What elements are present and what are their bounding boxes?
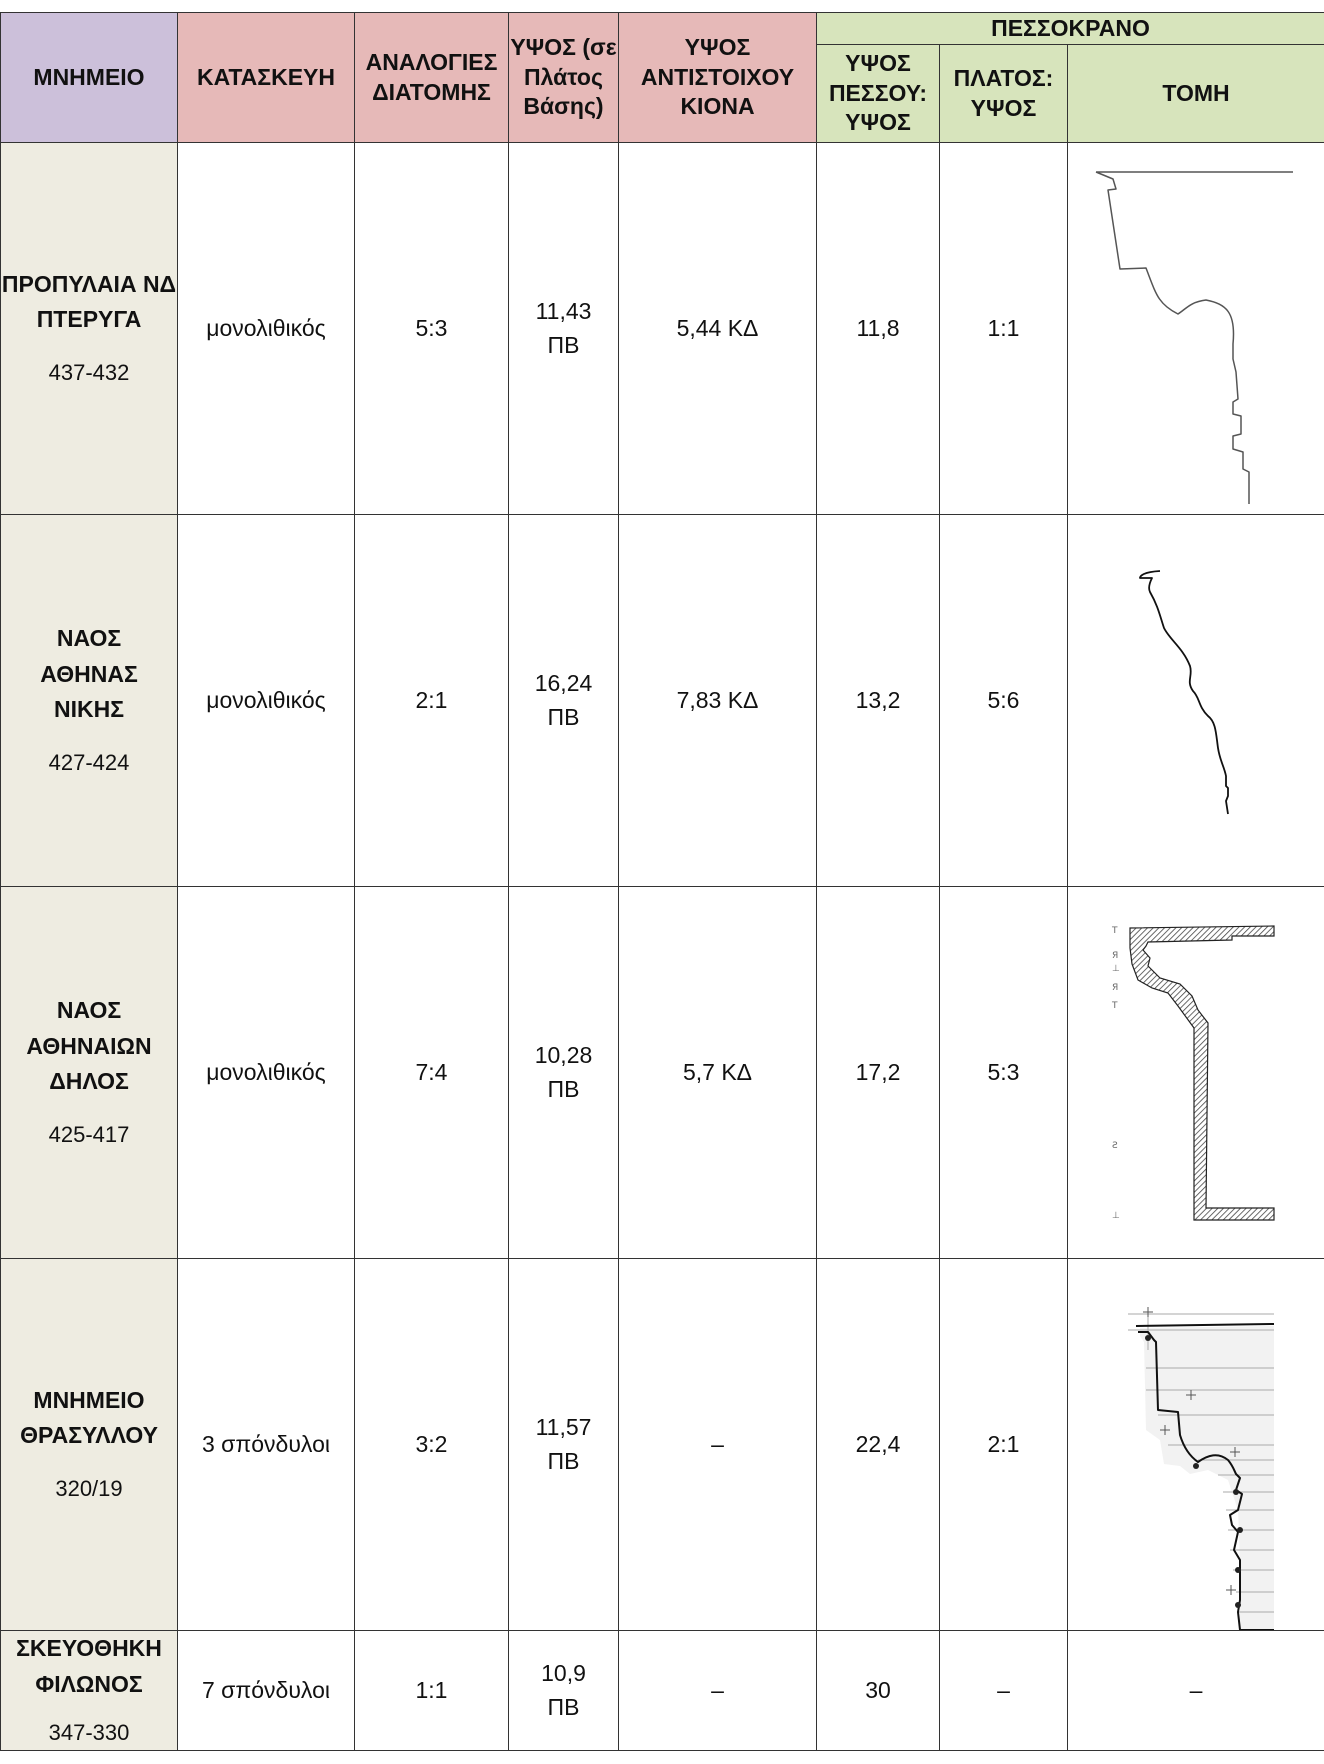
section-cell [1066, 142, 1324, 515]
column-height-cell: 5,44 ΚΔ [618, 142, 817, 515]
section-cell: – [1066, 1629, 1324, 1752]
column-height-cell: 5,7 ΚΔ [618, 886, 817, 1259]
header-proportions: ΑΝΑΛΟΓΙΕΣ ΔΙΑΤΟΜΗΣ [354, 12, 509, 143]
monument-date: 425-417 [48, 1121, 130, 1147]
header-column-height: ΥΨΟΣ ΑΝΤΙΣΤΟΙΧΟΥ ΚΙΟΝΑ [618, 12, 817, 143]
monument-cell: ΣΚΕΥΟΘΗΚΗ ΦΙΛΩΝΟΣ 347-330 [0, 1629, 178, 1752]
pier-height-cell: 11,8 [816, 142, 940, 515]
profile-thrasyllos-icon [1128, 1306, 1275, 1630]
width-height-cell: 2:1 [939, 1258, 1068, 1631]
table-row: ΝΑΟΣ ΑΘΗΝΑΣ ΝΙΚΗΣ 427-424 μονολιθικός 2:… [0, 514, 1324, 887]
svg-text:T: T [1111, 926, 1118, 936]
svg-text:⊥: ⊥ [1112, 1211, 1120, 1221]
svg-text:Я: Я [1112, 951, 1118, 961]
profile-propylaia-icon [1095, 170, 1293, 504]
svg-text:Я: Я [1112, 983, 1118, 993]
width-height-cell: – [939, 1629, 1068, 1752]
monument-cell: ΠΡΟΠΥΛΑΙΑ ΝΔ ΠΤΕΡΥΓΑ 437-432 [0, 142, 178, 515]
column-height-cell: – [618, 1258, 817, 1631]
width-height-cell: 5:6 [939, 514, 1068, 887]
pier-height-cell: 30 [816, 1629, 940, 1752]
monument-name: ΠΡΟΠΥΛΑΙΑ ΝΔ ΠΤΕΡΥΓΑ [1, 270, 177, 333]
section-cell [1066, 514, 1324, 887]
height-base-cell: 10,28 ΠΒ [534, 1042, 593, 1102]
proportions-cell: 7:4 [354, 886, 509, 1259]
proportions-cell: 2:1 [354, 514, 509, 887]
monument-date: 437-432 [48, 360, 130, 386]
table-row: ΜΝΗΜΕΙΟ ΘΡΑΣΥΛΛΟΥ 320/19 3 σπόνδυλοι 3:2… [0, 1258, 1324, 1631]
monument-name: ΜΝΗΜΕΙΟ ΘΡΑΣΥΛΛΟΥ [20, 1386, 158, 1449]
monument-cell: ΝΑΟΣ ΑΘΗΝΑΣ ΝΙΚΗΣ 427-424 [0, 514, 178, 887]
svg-text:⊥: ⊥ [1112, 964, 1120, 974]
height-base-cell: 11,43 ΠΒ [535, 298, 592, 358]
header-pier-height: ΥΨΟΣ ΠΕΣΣΟΥ: ΥΨΟΣ [816, 44, 940, 143]
monument-date: 427-424 [48, 749, 130, 775]
proportions-cell: 3:2 [354, 1258, 509, 1631]
construction-cell: μονολιθικός [177, 886, 355, 1259]
monument-name: ΝΑΟΣ ΑΘΗΝΑΣ ΝΙΚΗΣ [40, 624, 138, 723]
column-height-cell: – [618, 1629, 817, 1752]
pier-height-cell: 17,2 [816, 886, 940, 1259]
construction-cell: μονολιθικός [177, 142, 355, 515]
construction-cell: 7 σπόνδυλοι [202, 1677, 330, 1704]
section-cell: T Я ⊥ Я T Ƨ ⊥ [1066, 886, 1324, 1259]
header-height-base: ΥΨΟΣ (σε Πλάτος Βάσης) [508, 12, 619, 143]
profile-delos-icon: T Я ⊥ Я T Ƨ ⊥ [1111, 924, 1275, 1221]
profile-athena-nike-icon [1139, 569, 1229, 814]
monument-name: ΣΚΕΥΟΘΗΚΗ ΦΙΛΩΝΟΣ [16, 1635, 162, 1697]
proportions-cell: 1:1 [354, 1629, 509, 1752]
pier-capital-table: ΜΝΗΜΕΙΟ ΚΑΤΑΣΚΕΥΗ ΑΝΑΛΟΓΙΕΣ ΔΙΑΤΟΜΗΣ ΥΨΟ… [0, 12, 1324, 1752]
pier-height-cell: 22,4 [816, 1258, 940, 1631]
height-base-cell: 11,57 ΠΒ [535, 1414, 592, 1474]
proportions-cell: 5:3 [354, 142, 509, 515]
monument-date: 320/19 [55, 1476, 123, 1502]
monument-name: ΝΑΟΣ ΑΘΗΝΑΙΩΝ ΔΗΛΟΣ [26, 996, 152, 1095]
table-row: ΝΑΟΣ ΑΘΗΝΑΙΩΝ ΔΗΛΟΣ 425-417 μονολιθικός … [0, 886, 1324, 1259]
height-base-cell: 16,24 ΠΒ [534, 670, 593, 730]
svg-text:Ƨ: Ƨ [1112, 1141, 1118, 1151]
svg-text:T: T [1111, 1001, 1118, 1011]
pier-height-cell: 13,2 [816, 514, 940, 887]
width-height-cell: 1:1 [939, 142, 1068, 515]
header-monument: ΜΝΗΜΕΙΟ [0, 12, 178, 143]
table-row: ΠΡΟΠΥΛΑΙΑ ΝΔ ΠΤΕΡΥΓΑ 437-432 μονολιθικός… [0, 142, 1324, 515]
header-construction: ΚΑΤΑΣΚΕΥΗ [177, 12, 355, 143]
column-height-cell: 7,83 ΚΔ [618, 514, 817, 887]
construction-cell: 3 σπόνδυλοι [202, 1430, 330, 1457]
header-group-pier-capital: ΠΕΣΣΟΚΡΑΝΟ [815, 12, 1324, 45]
header-section: ΤΟΜΗ [1066, 44, 1324, 143]
monument-date: 347-330 [48, 1720, 130, 1746]
height-base-cell: 10,9 ΠΒ [541, 1660, 586, 1720]
section-cell [1066, 1258, 1324, 1631]
monument-cell: ΜΝΗΜΕΙΟ ΘΡΑΣΥΛΛΟΥ 320/19 [0, 1258, 178, 1631]
monument-cell: ΝΑΟΣ ΑΘΗΝΑΙΩΝ ΔΗΛΟΣ 425-417 [0, 886, 178, 1259]
construction-cell: μονολιθικός [177, 514, 355, 887]
width-height-cell: 5:3 [939, 886, 1068, 1259]
table-row: ΣΚΕΥΟΘΗΚΗ ΦΙΛΩΝΟΣ 347-330 7 σπόνδυλοι 1:… [0, 1629, 1324, 1752]
header-width-height: ΠΛΑΤΟΣ: ΥΨΟΣ [939, 44, 1068, 143]
